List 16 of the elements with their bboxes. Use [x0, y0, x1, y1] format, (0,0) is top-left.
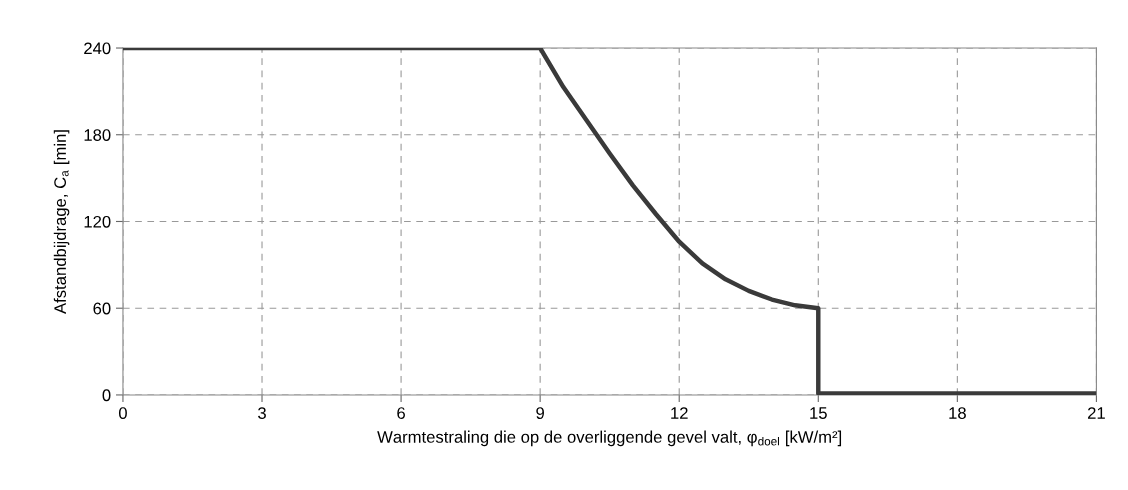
- x-tick-label: 18: [949, 407, 966, 419]
- x-tick-label: 0: [118, 407, 127, 419]
- line-series: [122, 48, 1097, 395]
- y-tick-label: 240: [84, 42, 111, 55]
- x-axis-title: Warmtestraling die op de overliggende gevel valt, φ$_{doel}$ [kW/m²]: [377, 430, 842, 447]
- y-tick-label: 0: [102, 389, 111, 402]
- x-tick-label: 9: [536, 407, 544, 419]
- y-tick-label: 180: [84, 129, 111, 141]
- x-tick-label: 3: [258, 407, 266, 419]
- x-tick-label: 12: [671, 407, 688, 419]
- x-tick-label: 21: [1087, 407, 1105, 419]
- x-tick-label: 6: [397, 407, 405, 419]
- y-axis-title: Afstandbijdrage, C$_{a}$ [min]: [53, 130, 70, 314]
- y-tick-label: 60: [93, 302, 111, 315]
- x-tick-label: 15: [810, 407, 827, 419]
- y-tick-label: 120: [84, 215, 111, 228]
